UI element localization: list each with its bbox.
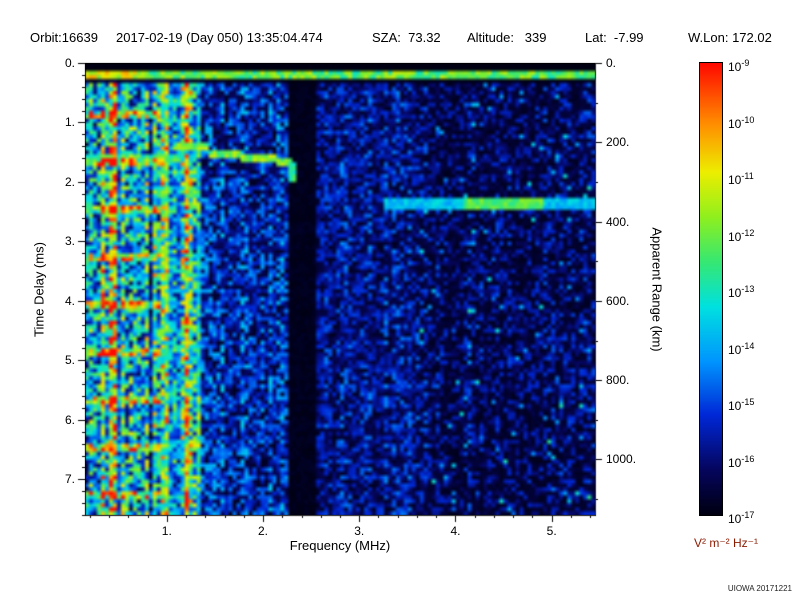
lat-value: Lat: -7.99 — [585, 30, 644, 45]
y2-tick-label: 600. — [606, 293, 630, 308]
y-tick-label: 7. — [64, 472, 75, 487]
colorbar-unit-label: V² m⁻² Hz⁻¹ — [694, 536, 758, 550]
colorbar-tick-base: 10 — [728, 229, 742, 244]
x-tick-label: 2. — [258, 524, 269, 538]
datetime-value: 2017-02-19 (Day 050) 13:35:04.474 — [116, 30, 323, 45]
colorbar-tick-label: 10-11 — [728, 169, 768, 187]
colorbar-tick-exponent: -11 — [741, 171, 754, 181]
y2-tick-label: 1000. — [606, 452, 637, 467]
y-tick-label: 1. — [64, 115, 75, 130]
colorbar-tick-exponent: -9 — [741, 58, 750, 68]
y-tick-label: 0. — [64, 56, 75, 70]
y-tick-label: 3. — [64, 234, 75, 249]
colorbar-tick-label: 10-13 — [728, 282, 768, 300]
altitude-value: Altitude: 339 — [467, 30, 547, 45]
colorbar-tick-base: 10 — [728, 455, 742, 470]
sza-value: SZA: 73.32 — [372, 30, 441, 45]
orbit-value: Orbit:16639 — [30, 30, 98, 45]
colorbar-tick-exponent: -17 — [741, 510, 755, 520]
colorbar-tick-label: 10-16 — [728, 452, 768, 470]
x-tick-label: 1. — [161, 524, 172, 538]
x-axis-title: Frequency (MHz) — [289, 538, 391, 553]
colorbar-tick-exponent: -10 — [741, 114, 755, 125]
colorbar-tick-label: 10-17 — [728, 508, 768, 526]
colorbar-tick-label: 10-15 — [728, 395, 768, 413]
colorbar-tick-base: 10 — [728, 116, 742, 131]
colorbar-tick-base: 10 — [728, 342, 742, 357]
colorbar-tick-exponent: -14 — [741, 340, 755, 351]
credit-label: UIOWA 20171221 — [727, 584, 792, 593]
colorbar-tick-exponent: -15 — [741, 397, 755, 407]
y2-tick-label: 200. — [606, 135, 630, 150]
x-tick-label: 3. — [354, 524, 365, 538]
spectrogram-canvas — [85, 63, 595, 515]
y-tick-label: 4. — [64, 293, 75, 308]
y-tick-label: 6. — [64, 412, 75, 427]
colorbar-tick-exponent: -12 — [741, 227, 755, 238]
y2-tick-label: 0. — [606, 56, 617, 70]
colorbar-tick-label: 10-14 — [728, 339, 768, 357]
wlon-value: W.Lon: 172.02 — [688, 30, 772, 45]
colorbar-tick-base: 10 — [728, 286, 742, 300]
colorbar-tick-base: 10 — [728, 399, 742, 413]
y2-axis-title: Apparent Range (km) — [649, 227, 665, 352]
colorbar-tick-exponent: -16 — [741, 453, 755, 464]
colorbar-canvas — [699, 62, 723, 516]
x-tick-label: 5. — [546, 524, 557, 538]
y2-tick-label: 400. — [606, 214, 630, 229]
colorbar-tick-base: 10 — [728, 512, 742, 526]
y-tick-label: 2. — [64, 174, 75, 189]
y-tick-label: 5. — [64, 353, 75, 368]
colorbar-tick-exponent: -13 — [741, 284, 755, 294]
colorbar-tick-label: 10-9 — [728, 56, 768, 74]
colorbar-tick-base: 10 — [728, 173, 742, 187]
colorbar-tick-label: 10-10 — [728, 113, 768, 131]
y2-tick-label: 800. — [606, 373, 630, 388]
x-tick-label: 4. — [450, 524, 461, 538]
colorbar-tick-base: 10 — [728, 60, 742, 74]
colorbar-tick-label: 10-12 — [728, 226, 768, 244]
